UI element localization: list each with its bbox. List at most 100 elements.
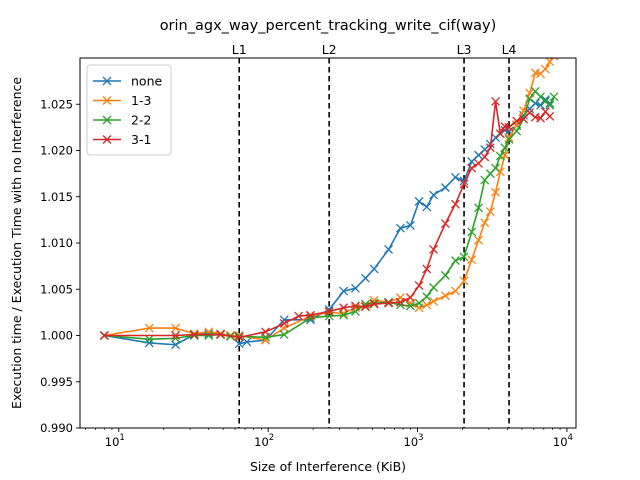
data-point	[474, 203, 483, 213]
data-point	[350, 283, 360, 293]
data-point	[467, 255, 477, 265]
data-point	[204, 331, 214, 340]
data-point	[384, 298, 394, 308]
data-point	[324, 306, 334, 316]
chart-title: orin_agx_way_percent_tracking_write_cif(…	[160, 18, 497, 34]
data-point	[360, 302, 370, 312]
data-point	[485, 207, 495, 217]
data-point	[279, 330, 289, 340]
data-point	[204, 329, 214, 339]
data-point	[144, 334, 154, 344]
data-point	[294, 311, 304, 321]
legend-box	[86, 64, 172, 156]
y-tick-label: 1.015	[40, 190, 73, 204]
data-point	[339, 310, 349, 320]
data-point	[279, 319, 289, 328]
data-point	[512, 116, 522, 126]
data-point	[504, 134, 514, 144]
data-point	[495, 167, 505, 177]
data-point	[339, 286, 349, 296]
x-tick-label: 102	[254, 433, 274, 449]
legend-item-1-3: 1-3	[93, 93, 151, 108]
data-point	[500, 143, 510, 153]
data-point	[144, 323, 154, 333]
data-point	[440, 270, 450, 280]
vline-label-l3: L3	[457, 42, 472, 57]
data-point	[234, 332, 244, 342]
legend-item-none: none	[93, 74, 162, 89]
data-point	[491, 163, 501, 173]
legend-label: 1-3	[131, 93, 151, 108]
data-point	[545, 100, 555, 110]
data-point	[474, 235, 483, 245]
data-point	[234, 339, 244, 349]
x-tick-label: 103	[404, 433, 424, 449]
data-point	[440, 183, 450, 192]
data-point	[440, 219, 450, 229]
data-point	[540, 64, 550, 74]
x-axis-label: Size of Interference (KiB)	[250, 459, 406, 474]
vline-label-l2: L2	[322, 42, 337, 57]
data-point	[545, 58, 555, 67]
data-point	[405, 220, 415, 230]
data-point	[216, 330, 226, 340]
data-point	[369, 299, 379, 309]
data-point	[495, 151, 505, 161]
legend-label: 3-1	[131, 132, 151, 147]
data-point	[549, 58, 559, 61]
data-point	[189, 330, 199, 340]
data-point	[216, 329, 226, 339]
legend: none 1-3 2-2 3-1	[86, 64, 172, 156]
data-point	[324, 307, 334, 317]
y-axis: 0.990 0.995 1.000 1.005 1.010 1.015 1.020 1.025	[40, 97, 80, 435]
data-point	[189, 331, 199, 340]
data-point	[414, 281, 424, 291]
data-point	[450, 286, 460, 296]
vline-label-l1: L1	[232, 42, 247, 57]
y-tick-label: 1.025	[40, 97, 73, 111]
data-point	[405, 301, 415, 311]
data-point	[512, 126, 522, 136]
x-axis: 101 102 103 104	[85, 428, 573, 449]
data-point	[536, 113, 545, 123]
data-point	[422, 202, 432, 212]
legend-label: none	[131, 74, 162, 89]
data-point	[491, 97, 501, 106]
data-point	[545, 111, 555, 121]
legend-item-3-1: 3-1	[93, 132, 151, 147]
data-point	[525, 108, 535, 118]
data-point	[440, 291, 450, 301]
y-tick-label: 1.010	[40, 236, 73, 250]
data-point	[491, 187, 501, 197]
data-point	[459, 276, 469, 286]
x-tick-label: 101	[105, 433, 125, 449]
y-tick-label: 0.995	[40, 375, 73, 389]
data-point	[171, 340, 181, 350]
data-point	[171, 331, 181, 340]
data-point	[480, 218, 490, 228]
data-point	[467, 227, 477, 237]
data-point	[422, 300, 432, 310]
data-point	[395, 297, 405, 307]
x-tick-label: 104	[553, 433, 573, 449]
legend-marker	[102, 96, 112, 105]
data-point	[459, 252, 469, 262]
data-point	[525, 94, 535, 104]
data-point	[242, 337, 252, 347]
data-point	[549, 92, 559, 102]
data-point	[350, 301, 360, 311]
data-point	[450, 172, 460, 182]
legend-marker	[102, 76, 112, 86]
y-tick-label: 0.990	[40, 421, 73, 435]
legend-item-2-2: 2-2	[93, 113, 151, 128]
data-point	[450, 199, 460, 209]
data-point	[422, 292, 432, 302]
vline-label-l4: L4	[502, 42, 517, 57]
data-point	[467, 163, 477, 173]
data-point	[429, 296, 439, 306]
y-tick-label: 1.000	[40, 329, 73, 343]
data-point	[429, 190, 439, 200]
y-tick-label: 1.020	[40, 144, 73, 158]
data-point	[99, 331, 109, 340]
